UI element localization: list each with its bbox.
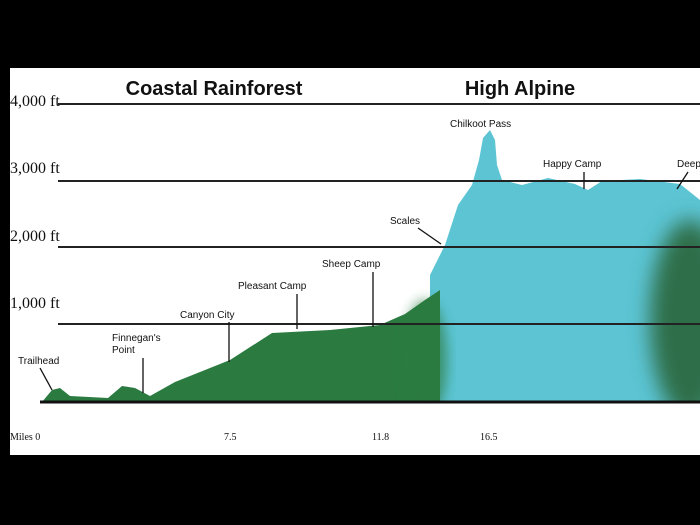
landmark-label: Canyon City bbox=[180, 310, 234, 321]
forest-right bbox=[650, 220, 700, 402]
distance-label: Miles 0 bbox=[10, 432, 40, 443]
landmark-label: Finnegan's bbox=[112, 333, 161, 344]
distance-label: 11.8 bbox=[372, 432, 389, 443]
landmark-label: Pleasant Camp bbox=[238, 281, 307, 292]
landmark-label: Chilkoot Pass bbox=[450, 119, 511, 130]
terrain bbox=[42, 130, 700, 402]
landmark-label: Deep bbox=[677, 159, 700, 170]
heading: High Alpine bbox=[465, 78, 575, 100]
elevation-label: 1,000 ft bbox=[10, 295, 60, 312]
landmark-label: Sheep Camp bbox=[322, 259, 381, 270]
landmark-label: Trailhead bbox=[18, 356, 59, 367]
landmark-label: Point bbox=[112, 345, 135, 356]
rainforest-zone bbox=[42, 290, 440, 402]
leader bbox=[676, 171, 689, 190]
heading: Coastal Rainforest bbox=[126, 78, 303, 100]
elevation-label: 4,000 ft bbox=[10, 93, 60, 110]
landmark-label: Happy Camp bbox=[543, 159, 602, 170]
alpine-zone bbox=[430, 130, 700, 402]
elevation-label: 2,000 ft bbox=[10, 228, 60, 245]
distance-label: 7.5 bbox=[224, 432, 237, 443]
zone-blend bbox=[403, 300, 447, 402]
leader bbox=[39, 367, 53, 391]
leader bbox=[417, 227, 442, 245]
landmark-label: Scales bbox=[390, 216, 420, 227]
elevation-label: 3,000 ft bbox=[10, 160, 60, 177]
distance-label: 16.5 bbox=[480, 432, 498, 443]
